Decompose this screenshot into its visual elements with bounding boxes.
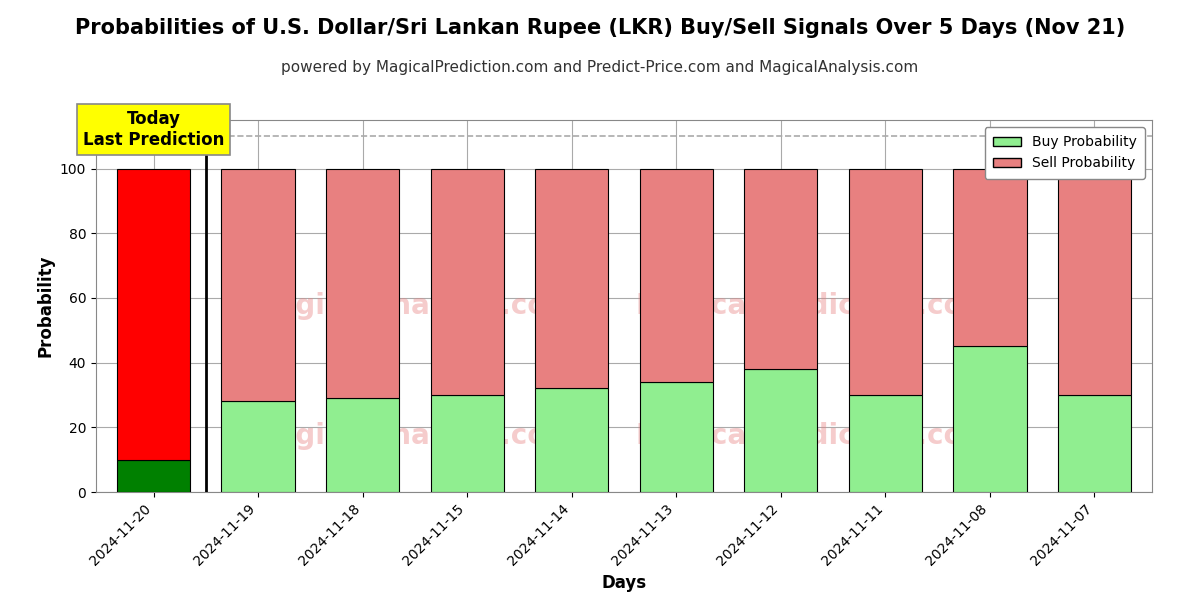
Bar (640, 382, 713, 492)
Text: MagicalAnalysis.com: MagicalAnalysis.com (250, 422, 576, 450)
Y-axis label: Probability: Probability (36, 255, 54, 357)
Bar (535, 169, 608, 388)
Bar (1058, 395, 1132, 492)
Bar (116, 169, 190, 460)
Bar (848, 169, 922, 395)
Text: MagicalPrediction.com: MagicalPrediction.com (636, 422, 992, 450)
Bar (953, 169, 1026, 346)
Bar (848, 395, 922, 492)
Bar (953, 346, 1026, 492)
Bar (744, 169, 817, 369)
Bar (744, 369, 817, 492)
Text: MagicalPrediction.com: MagicalPrediction.com (636, 292, 992, 320)
X-axis label: Days: Days (601, 574, 647, 592)
Bar (431, 169, 504, 395)
Text: MagicalAnalysis.com: MagicalAnalysis.com (250, 292, 576, 320)
Bar (535, 388, 608, 492)
Bar (1058, 169, 1132, 395)
Bar (326, 169, 400, 398)
Legend: Buy Probability, Sell Probability: Buy Probability, Sell Probability (985, 127, 1145, 179)
Bar (116, 460, 190, 492)
Bar (222, 401, 295, 492)
Bar (431, 395, 504, 492)
Bar (326, 398, 400, 492)
Bar (222, 169, 295, 401)
Text: Today
Last Prediction: Today Last Prediction (83, 110, 224, 149)
Bar (640, 169, 713, 382)
Text: powered by MagicalPrediction.com and Predict-Price.com and MagicalAnalysis.com: powered by MagicalPrediction.com and Pre… (281, 60, 919, 75)
Text: Probabilities of U.S. Dollar/Sri Lankan Rupee (LKR) Buy/Sell Signals Over 5 Days: Probabilities of U.S. Dollar/Sri Lankan … (74, 18, 1126, 38)
